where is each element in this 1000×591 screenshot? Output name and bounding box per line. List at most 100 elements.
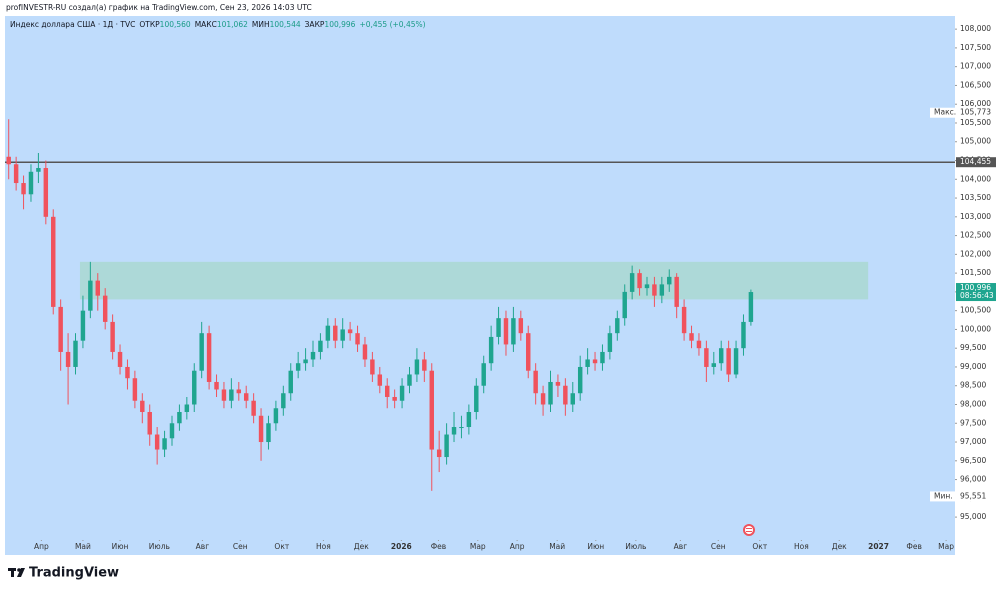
candle-body: [741, 321, 746, 349]
candle-body: [281, 393, 286, 409]
x-tick-label: Июн: [587, 542, 604, 551]
candle-body: [407, 374, 412, 386]
event-icon: [743, 524, 755, 536]
candle-body: [674, 276, 679, 307]
candle-body: [615, 318, 620, 334]
candle-body: [221, 389, 227, 401]
candle-body: [474, 385, 479, 413]
x-tick-label: Мар: [470, 542, 486, 551]
y-tick-label: 101,500: [960, 268, 991, 277]
candle-body: [36, 168, 41, 172]
x-tick-label: Май: [75, 542, 91, 551]
extreme-label: 105,773: [960, 108, 991, 117]
candle-body: [422, 359, 427, 371]
candle-body: [318, 340, 323, 352]
x-tick-label: Авг: [196, 542, 210, 551]
candle-body: [243, 393, 249, 401]
candle-body: [429, 370, 434, 450]
candle-body: [6, 156, 11, 165]
candle-body: [154, 434, 160, 450]
candle-body: [503, 318, 509, 345]
candle-body: [436, 449, 442, 458]
candle-body: [288, 370, 293, 394]
x-tick-label: Авг: [674, 542, 688, 551]
candle-body: [147, 412, 152, 435]
x-tick-label: 2026: [391, 542, 412, 551]
candle-body: [65, 351, 71, 367]
y-tick-label: 96,500: [960, 456, 986, 465]
x-tick-label: Дек: [354, 542, 369, 551]
x-tick-label: Ноя: [794, 542, 809, 551]
y-tick-label: 102,000: [960, 249, 991, 258]
candle-body: [80, 310, 86, 341]
y-tick-label: 107,500: [960, 43, 991, 52]
candle-body: [177, 412, 182, 424]
plot: [5, 119, 955, 491]
candle-body: [629, 273, 635, 292]
candle-body: [132, 378, 138, 401]
candle-body: [540, 393, 546, 405]
y-tick-label: 105,500: [960, 118, 991, 127]
y-tick-label: 108,000: [960, 24, 991, 33]
y-tick-label: 100,000: [960, 324, 991, 333]
candle-body: [169, 423, 175, 439]
y-tick-label: 103,500: [960, 193, 991, 202]
ohlc-name: ЗАКР: [305, 20, 325, 29]
y-tick-label: 104,000: [960, 174, 991, 183]
ohlc-value: 100,544: [270, 20, 301, 29]
candle-body: [459, 427, 464, 429]
candle-body: [607, 333, 613, 352]
y-tick-label: 107,000: [960, 62, 991, 71]
candle-body: [340, 329, 345, 341]
x-tick-label: Сен: [233, 542, 248, 551]
extreme-box: [930, 491, 996, 502]
ohlc-value: 101,062: [217, 20, 248, 29]
brand: TradingView: [29, 566, 119, 581]
candle-body: [88, 280, 93, 311]
ohlc-value: 100,560: [160, 20, 191, 29]
candle-body: [73, 340, 78, 367]
candle-body: [444, 434, 449, 458]
candle-body: [496, 318, 501, 337]
hline-label: 104,455: [960, 157, 991, 166]
candle-body: [555, 381, 561, 386]
candle-body: [333, 325, 338, 341]
y-tick-label: 103,000: [960, 212, 991, 221]
candle-body: [21, 183, 26, 195]
candle-body: [58, 306, 63, 352]
x-tick-label: 2027: [868, 542, 889, 551]
candle-body: [696, 340, 702, 349]
candle-body: [659, 284, 665, 296]
y-tick-label: 97,000: [960, 437, 986, 446]
last-price-label: 100,996: [960, 283, 991, 292]
y-tick-label: 98,500: [960, 381, 986, 390]
candle-body: [95, 280, 100, 296]
candle-body: [377, 374, 383, 386]
legend: Индекс доллара США · 1Д · TVC ОТКР100,560…: [10, 20, 426, 29]
candle-body: [236, 389, 242, 394]
candle-body: [748, 292, 754, 322]
candle-body: [511, 318, 516, 345]
y-tick-label: 100,500: [960, 306, 991, 315]
candle-body: [466, 412, 472, 428]
candle-body: [102, 295, 108, 322]
candle-body: [184, 404, 190, 413]
candle-body: [125, 366, 130, 379]
candle-body: [570, 393, 575, 405]
candle-body: [325, 325, 331, 341]
candle-body: [548, 381, 553, 405]
x-tick-label: Апр: [34, 542, 49, 551]
x-tick-label: Июль: [149, 542, 170, 551]
candle-body: [251, 400, 256, 416]
extreme-label: 95,551: [960, 491, 986, 500]
candle-body: [563, 385, 568, 405]
candle-body: [51, 216, 56, 307]
candle-body: [370, 359, 375, 375]
x-tick-label: Сен: [711, 542, 726, 551]
extreme-box: [930, 107, 996, 118]
y-tick-label: 98,000: [960, 399, 986, 408]
candle-body: [667, 276, 672, 285]
x-tick-label: Фев: [906, 542, 922, 551]
x-tick-label: Май: [549, 542, 565, 551]
x-tick-label: Дек: [832, 542, 847, 551]
